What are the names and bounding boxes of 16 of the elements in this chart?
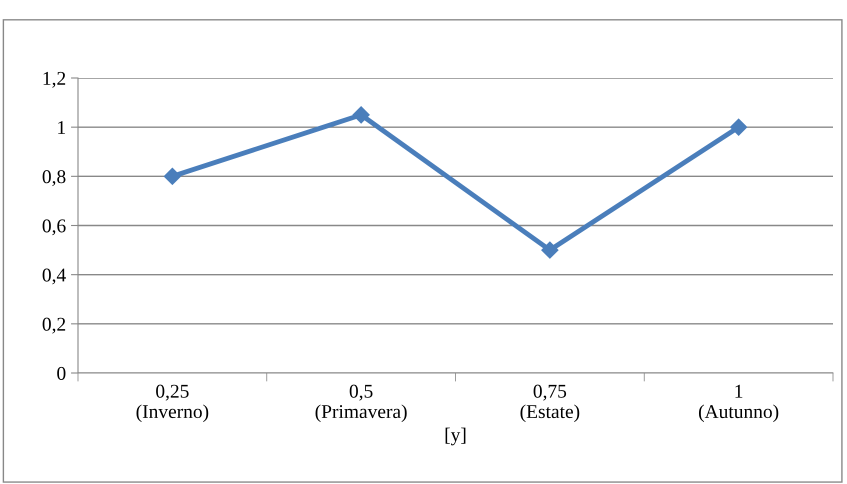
point (730, 118, 748, 136)
x-tick-label: 0,75 (Estate) (520, 384, 580, 422)
x-tick-label: 0,25 (Inverno) (136, 384, 208, 422)
y-tick-label: 0 (57, 366, 66, 380)
point (541, 242, 558, 259)
y-tick-label: 0,8 (42, 170, 66, 186)
y-tick-label: 1,2 (44, 72, 66, 88)
x-axis-title: [y] (446, 428, 466, 446)
y-tick-label: 0,2 (42, 318, 66, 334)
x-tick-label: 0,5 (Primavera) (316, 384, 407, 422)
y-tick-label: 1 (58, 121, 66, 134)
x-tick-label: 1 (Autunno) (698, 384, 778, 422)
point (352, 106, 370, 124)
y-tick-label: 0,6 (42, 219, 66, 236)
point (164, 168, 181, 185)
y-tick-label: 0,4 (42, 268, 66, 284)
